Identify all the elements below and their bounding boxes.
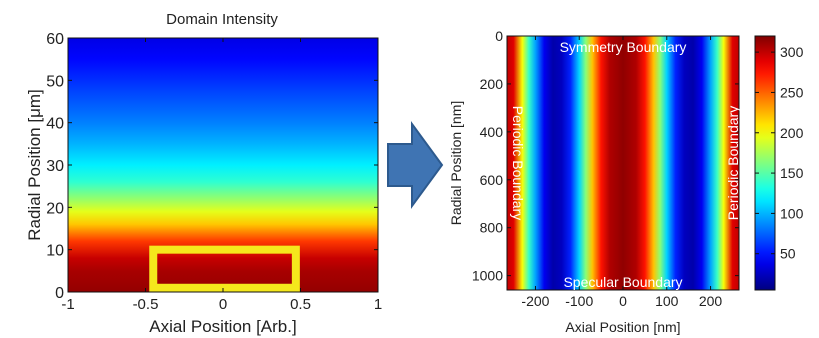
left-y-ticks: 0 10 20 30 40 50 60	[46, 31, 378, 302]
colorbar	[755, 36, 775, 290]
left-y-tick-label: 60	[46, 31, 64, 48]
annotation-top: Symmetry Boundary	[560, 39, 687, 55]
right-x-axis-label: Axial Position [nm]	[565, 319, 680, 335]
annotation-bottom: Specular Boundary	[563, 274, 682, 290]
left-y-tick-label: 30	[46, 158, 64, 175]
right-heatmap	[507, 36, 739, 290]
left-x-tick-label: 0	[219, 296, 227, 313]
colorbar-tick-label: 100	[780, 205, 804, 221]
colorbar-tick-label: 150	[780, 165, 804, 181]
left-y-tick-label: 20	[46, 200, 64, 217]
left-y-tick-label: 0	[55, 285, 64, 302]
left-x-tick-label: 1	[374, 296, 382, 313]
right-x-ticks: -200 -100 0 100 200	[521, 36, 722, 309]
highlight-box	[149, 245, 300, 292]
annotation-left: Periodic Boundary	[510, 106, 526, 220]
right-x-tick-label: 200	[699, 293, 723, 309]
right-chart: -200 -100 0 100 200 0 200 400 600 800 1000 Axial …	[448, 28, 804, 335]
annotation-right: Periodic Boundary	[725, 106, 741, 220]
left-chart: Domain Intensity -1 -0.5 0 0.5 1 0 10 20 30 40 50…	[25, 11, 382, 336]
right-y-axis-label: Radial Position [nm]	[448, 101, 464, 226]
colorbar-tick-label: 300	[780, 44, 804, 60]
left-x-tick-label: 0.5	[290, 296, 311, 313]
right-y-tick-label: 1000	[472, 268, 503, 284]
left-x-ticks: -1 -0.5 0 0.5 1	[61, 38, 382, 313]
left-y-axis-label: Radial Position [μm]	[25, 89, 44, 241]
right-y-ticks: 0 200 400 600 800 1000	[472, 28, 739, 284]
colorbar-tick-label: 50	[780, 246, 796, 262]
right-y-tick-label: 800	[480, 220, 504, 236]
left-x-tick-label: -1	[61, 296, 74, 313]
left-heatmap	[68, 38, 378, 292]
right-x-tick-label: -100	[565, 293, 593, 309]
right-y-tick-label: 400	[480, 124, 504, 140]
colorbar-tick-label: 250	[780, 84, 804, 100]
left-x-tick-label: -0.5	[133, 296, 159, 313]
colorbar-ticks: 50 100 150 200 250 300	[755, 44, 804, 262]
colorbar-tick-label: 200	[780, 125, 804, 141]
right-y-tick-label: 0	[495, 28, 503, 44]
right-x-tick-label: -200	[521, 293, 549, 309]
colorbar-frame	[754, 35, 776, 291]
left-x-axis-label: Axial Position [Arb.]	[149, 317, 296, 336]
arrow-icon	[387, 120, 444, 210]
right-y-tick-label: 600	[480, 172, 504, 188]
right-y-tick-label: 200	[480, 76, 504, 92]
right-x-tick-label: 0	[619, 293, 627, 309]
left-y-tick-label: 10	[46, 243, 64, 260]
left-y-tick-label: 40	[46, 116, 64, 133]
right-x-tick-label: 100	[655, 293, 679, 309]
left-chart-title: Domain Intensity	[166, 11, 278, 28]
left-y-tick-label: 50	[46, 73, 64, 90]
